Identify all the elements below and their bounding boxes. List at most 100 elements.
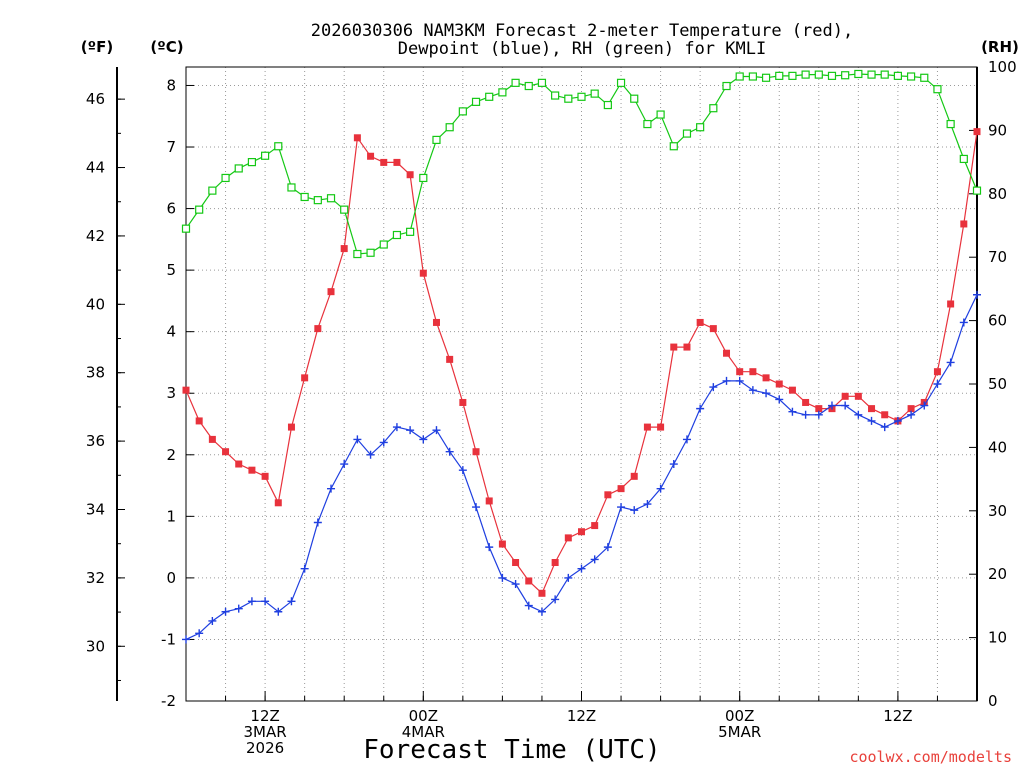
rh-point bbox=[748, 72, 757, 81]
temperature-point bbox=[485, 497, 493, 505]
temperature-point bbox=[182, 386, 190, 394]
dewpoint-point bbox=[432, 426, 441, 435]
rh-tick-label: 50 bbox=[988, 375, 1007, 393]
dewpoint-point bbox=[458, 466, 467, 475]
temperature-point bbox=[802, 398, 810, 406]
temperature-point bbox=[788, 386, 796, 394]
rh-point bbox=[972, 186, 982, 195]
rh-point bbox=[274, 142, 283, 151]
rh-point bbox=[300, 192, 309, 202]
fahrenheit-tick-label: 30 bbox=[86, 637, 105, 655]
temperature-point bbox=[723, 349, 731, 357]
temperature-point bbox=[406, 171, 414, 179]
temperature-point bbox=[287, 423, 295, 431]
dewpoint-point bbox=[775, 395, 784, 404]
celsius-tick-label: 8 bbox=[166, 76, 176, 94]
dewpoint-point bbox=[379, 438, 388, 447]
dewpoint-point bbox=[274, 607, 283, 616]
rh-point bbox=[616, 78, 626, 87]
dewpoint-point bbox=[656, 484, 665, 493]
rh-point bbox=[735, 72, 744, 81]
dewpoint-point bbox=[511, 580, 520, 589]
dewpoint-point bbox=[300, 564, 309, 573]
dewpoint-point bbox=[392, 423, 401, 432]
celsius-tick-label: 4 bbox=[166, 323, 176, 341]
x-tick-label: 12Z bbox=[567, 707, 596, 725]
fahrenheit-unit-label: (ºF) bbox=[81, 38, 113, 56]
dewpoint-point bbox=[537, 607, 546, 616]
temperature-point bbox=[393, 158, 401, 166]
temperature-point bbox=[868, 405, 876, 413]
temperature-point bbox=[630, 472, 638, 480]
celsius-tick-label: 3 bbox=[166, 384, 176, 402]
temperature-point bbox=[749, 368, 757, 376]
dewpoint-point bbox=[221, 607, 230, 616]
dewpoint-point bbox=[234, 604, 243, 613]
dewpoint-point bbox=[419, 435, 428, 444]
temperature-point bbox=[459, 398, 467, 406]
temperature-point bbox=[380, 158, 388, 166]
rh-point bbox=[498, 88, 507, 97]
temperature-point bbox=[643, 423, 651, 431]
temperature-point bbox=[261, 472, 269, 480]
rh-point bbox=[366, 248, 375, 257]
rh-point bbox=[564, 94, 573, 103]
dewpoint-point bbox=[748, 386, 757, 395]
rh-point bbox=[906, 72, 916, 81]
dewpoint-point bbox=[524, 601, 533, 610]
temperature-point bbox=[591, 522, 599, 530]
x-tick-label: 12Z bbox=[883, 707, 912, 725]
rh-point bbox=[551, 91, 560, 100]
celsius-unit-label: (ºC) bbox=[150, 38, 183, 56]
dewpoint-point bbox=[577, 564, 586, 573]
temperature-point bbox=[538, 589, 546, 597]
rh-point bbox=[208, 186, 217, 195]
temperature-point bbox=[933, 368, 941, 376]
dewpoint-point bbox=[630, 506, 639, 515]
dewpoint-point bbox=[208, 616, 217, 625]
rh-point bbox=[722, 81, 731, 91]
fahrenheit-tick-label: 34 bbox=[86, 501, 105, 519]
dewpoint-point bbox=[551, 595, 560, 604]
temperature-point bbox=[670, 343, 678, 351]
celsius-tick-label: 7 bbox=[166, 138, 176, 156]
rh-point bbox=[340, 205, 349, 214]
dewpoint-point bbox=[669, 460, 678, 469]
watermark: coolwx.com/modelts bbox=[849, 748, 1012, 766]
temperature-point bbox=[973, 128, 981, 136]
rh-point bbox=[669, 142, 678, 151]
temperature-point bbox=[617, 485, 625, 493]
x-tick-label: 00Z bbox=[409, 707, 438, 725]
rh-tick-label: 0 bbox=[988, 692, 998, 710]
rh-tick-label: 90 bbox=[988, 121, 1007, 139]
rh-point bbox=[801, 70, 810, 79]
dewpoint-point bbox=[643, 500, 652, 509]
rh-point bbox=[287, 183, 296, 192]
dewpoint-point bbox=[867, 416, 876, 425]
rh-point bbox=[590, 89, 599, 98]
rh-point bbox=[537, 78, 547, 87]
temperature-point bbox=[881, 411, 889, 419]
rh-point bbox=[247, 158, 257, 167]
rh-point bbox=[814, 70, 823, 79]
temperature-point bbox=[208, 435, 216, 443]
dewpoint-point bbox=[801, 410, 810, 419]
rh-point bbox=[353, 249, 362, 259]
temperature-point bbox=[248, 466, 256, 474]
fahrenheit-tick-label: 42 bbox=[86, 227, 105, 245]
fahrenheit-tick-label: 46 bbox=[86, 90, 105, 108]
temperature-point bbox=[709, 325, 717, 333]
rh-point bbox=[392, 230, 402, 240]
rh-tick-label: 80 bbox=[988, 185, 1007, 203]
dewpoint-point bbox=[617, 503, 626, 512]
x-axis-title: Forecast Time (UTC) bbox=[363, 735, 660, 765]
temperature-point bbox=[195, 417, 203, 425]
temperature-point bbox=[604, 491, 612, 499]
rh-point bbox=[682, 129, 692, 138]
temperature-point bbox=[367, 152, 375, 160]
rh-point bbox=[221, 173, 230, 183]
rh-point bbox=[761, 73, 771, 82]
dewpoint-point bbox=[313, 518, 322, 527]
temperature-point bbox=[841, 392, 849, 400]
